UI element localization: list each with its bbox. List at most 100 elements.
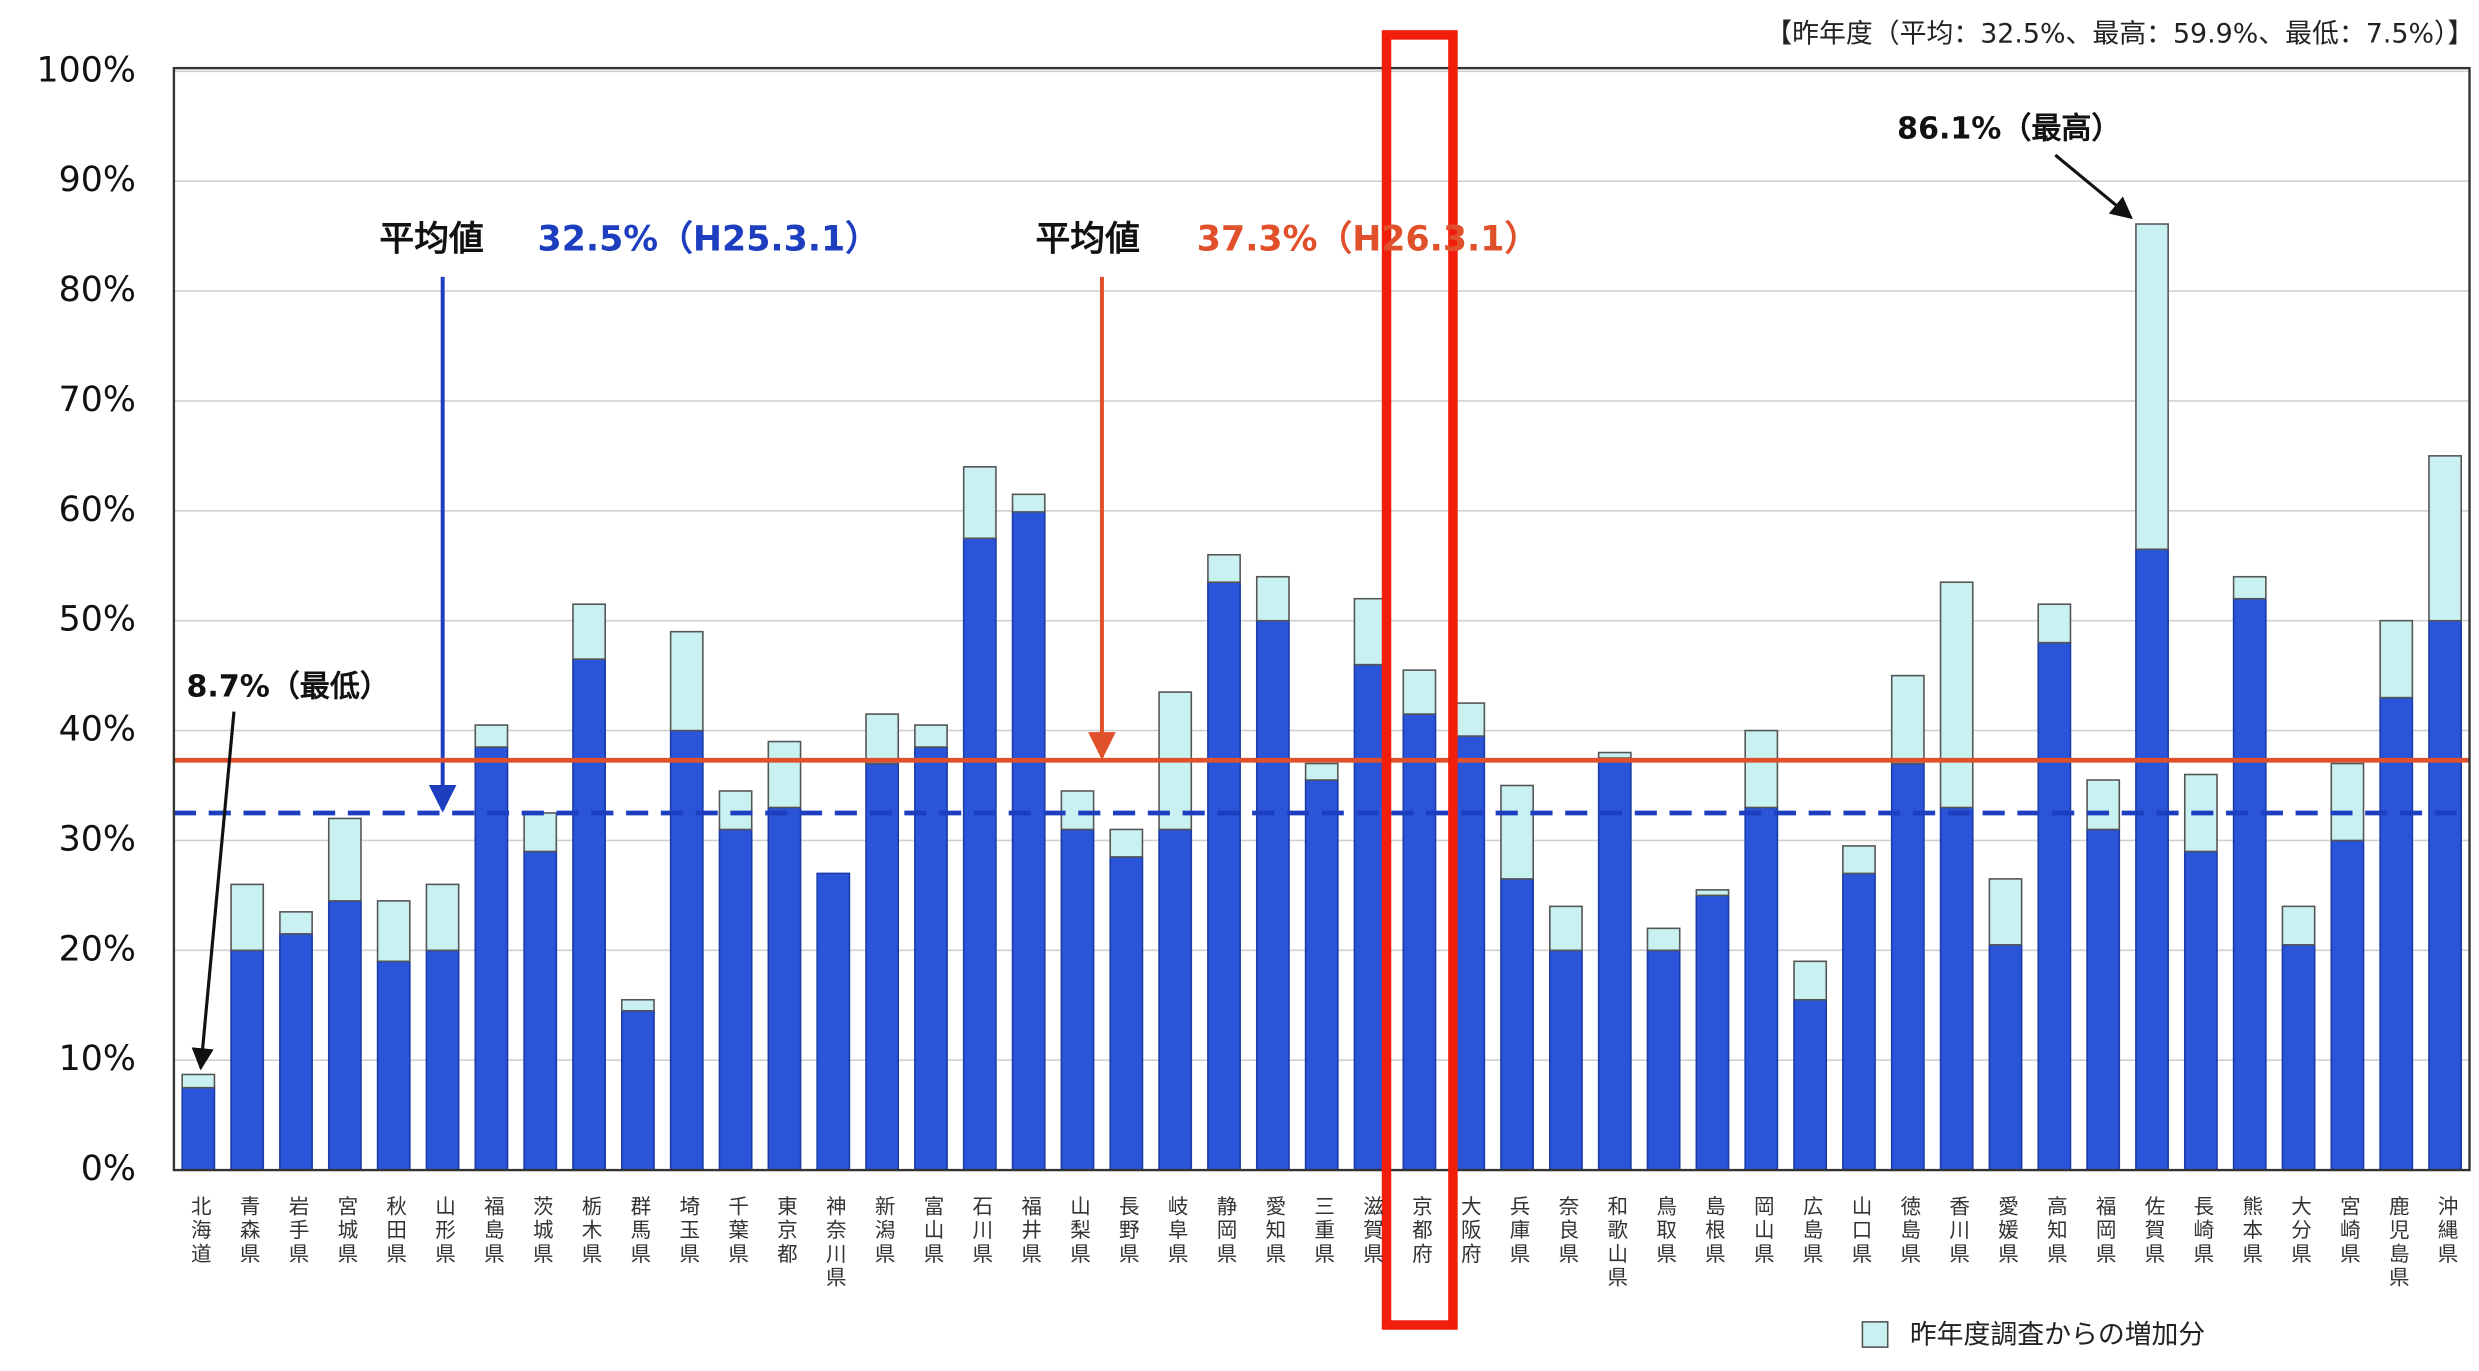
bar-increase [2428, 455, 2463, 622]
x-tick-label: 愛媛県 [1995, 1195, 2019, 1266]
x-tick-label: 福井県 [1018, 1195, 1042, 1266]
bar-base [1646, 949, 1681, 1171]
bar-increase [767, 740, 802, 809]
x-tick-label: 三重県 [1311, 1195, 1335, 1266]
y-tick-label: 30% [59, 819, 136, 859]
bar-base [1402, 713, 1437, 1171]
bar-base [816, 872, 851, 1171]
legend-label: 昨年度調査からの増加分 [1910, 1320, 2205, 1351]
bar-base [1207, 581, 1241, 1171]
plot-frame [172, 66, 2471, 1172]
bar-increase [621, 998, 655, 1012]
x-tick-label: 岩手県 [285, 1195, 309, 1266]
bar-base [279, 933, 313, 1171]
bar-base [1500, 878, 1534, 1171]
bar-increase [474, 724, 509, 748]
x-tick-label: 兵庫県 [1506, 1195, 1530, 1266]
bar-increase [1011, 493, 1046, 513]
bar-increase [1695, 889, 1730, 897]
bar-base [1597, 757, 1632, 1171]
bar-base [2330, 839, 2365, 1171]
bar-base [1793, 998, 1828, 1171]
bar-increase [1060, 790, 1095, 831]
x-tick-label: 富山県 [920, 1195, 944, 1266]
bar-increase [230, 883, 265, 952]
x-tick-label: 神奈川県 [822, 1195, 846, 1290]
bar-base [1939, 806, 1974, 1171]
bar-base [2086, 828, 2121, 1171]
bar-increase [327, 817, 362, 902]
bar-base [1890, 762, 1925, 1171]
bar-increase [279, 911, 313, 935]
bar-base [327, 900, 362, 1171]
bar-base [1988, 944, 2023, 1171]
bar-increase [2232, 575, 2267, 600]
bar-increase [2379, 619, 2414, 699]
x-tick-label: 高知県 [2043, 1195, 2067, 1266]
x-tick-label: 徳島県 [1897, 1195, 1921, 1266]
reference-label: 32.5%（H25.3.1） [538, 219, 880, 259]
x-tick-label: 石川県 [969, 1195, 993, 1266]
y-tick-label: 90% [59, 160, 136, 200]
note: 【昨年度（平均：32.5%、最高：59.9%、最低：7.5%）】 [1765, 18, 2474, 49]
x-tick-label: 新潟県 [871, 1195, 895, 1266]
bar-increase [1744, 729, 1779, 809]
bar-base [865, 762, 900, 1171]
x-tick-label: 和歌山県 [1604, 1195, 1628, 1290]
y-tick-label: 50% [59, 600, 136, 640]
bar-base [1109, 856, 1144, 1171]
bar-increase [2330, 762, 2365, 842]
bar-base [376, 960, 411, 1171]
bar-base [962, 537, 997, 1171]
bar-base [767, 806, 802, 1171]
bar-base [572, 658, 606, 1171]
bar-increase [914, 724, 948, 748]
bar-increase [2281, 905, 2316, 946]
bar-increase [425, 883, 460, 952]
bar-increase [1793, 960, 1828, 1001]
reference-label: 37.3%（H26.3.1） [1197, 219, 1539, 259]
bar-increase [1304, 762, 1339, 781]
bar-increase [1939, 581, 1974, 809]
x-tick-label: 奈良県 [1555, 1195, 1579, 1266]
y-tick-label: 40% [59, 710, 136, 750]
bar-base [621, 1009, 655, 1171]
bar-base [1255, 619, 1290, 1171]
bar-base [1060, 828, 1095, 1171]
bar-base [2281, 944, 2316, 1171]
y-tick-label: 80% [59, 270, 136, 310]
x-tick-label: 福岡県 [2092, 1195, 2116, 1266]
x-tick-label: 福島県 [480, 1195, 504, 1266]
bar-increase [2086, 779, 2121, 831]
x-tick-label: 鳥取県 [1653, 1195, 1677, 1266]
bar-base [2428, 619, 2463, 1171]
bar-base [523, 850, 558, 1171]
bar-base [1158, 828, 1193, 1171]
x-tick-label: 茨城県 [529, 1195, 553, 1266]
bar-base [1011, 511, 1046, 1171]
x-tick-label: 岐阜県 [1164, 1195, 1188, 1266]
bar-base [2379, 696, 2414, 1171]
bar-increase [1500, 784, 1534, 880]
annotation-arrow [2054, 153, 2133, 220]
x-tick-label: 宮城県 [334, 1195, 358, 1266]
annotation-arrow [191, 711, 236, 1071]
bar-increase [1597, 751, 1632, 759]
bar-increase [2135, 223, 2169, 551]
reference-prefix: 平均値 [1036, 219, 1140, 259]
legend-swatch [1861, 1321, 1889, 1348]
bar-base [1744, 806, 1779, 1171]
annotation: 8.7%（最低） [187, 669, 390, 704]
bar-base [1353, 663, 1388, 1171]
bar-base [474, 746, 509, 1171]
x-tick-label: 滋賀県 [1360, 1195, 1384, 1266]
bar-base [1842, 872, 1876, 1171]
x-tick-label: 埼玉県 [676, 1195, 700, 1266]
bar-base [1304, 779, 1339, 1171]
x-tick-label: 山形県 [432, 1195, 456, 1266]
bar-increase [376, 900, 411, 963]
x-tick-label: 香川県 [1946, 1195, 1970, 1266]
bar-base [230, 949, 265, 1171]
x-tick-label: 京都府 [1408, 1195, 1432, 1266]
